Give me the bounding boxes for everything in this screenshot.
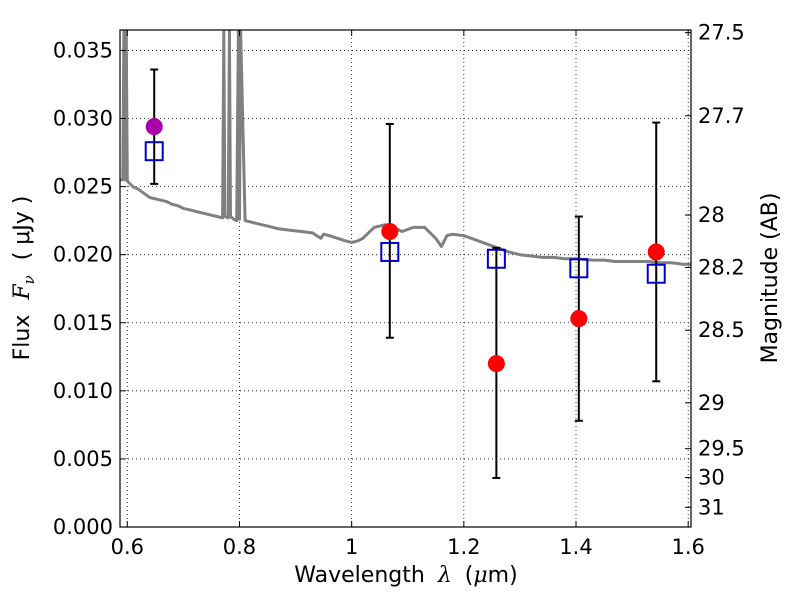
x-tick-label: 1.4 bbox=[559, 535, 592, 559]
observed-point bbox=[145, 118, 163, 136]
plot-frame bbox=[119, 29, 692, 528]
y-axis-title: Flux Fν ( μJy ) bbox=[10, 196, 40, 361]
x-axis-title: Wavelength λ (μm) bbox=[294, 563, 517, 588]
y-tick-label: 0.035 bbox=[53, 38, 113, 62]
y2-tick-label: 28.2 bbox=[698, 256, 745, 280]
y2-tick-label: 27.7 bbox=[698, 104, 745, 128]
y-tick-label: 0.020 bbox=[53, 243, 113, 267]
spectrum-line bbox=[120, 30, 691, 266]
x-tick-label: 1 bbox=[345, 535, 358, 559]
y2-tick-label: 27.5 bbox=[698, 21, 745, 45]
y2-tick-label: 29.5 bbox=[698, 437, 745, 461]
y-tick-label: 0.015 bbox=[53, 311, 113, 335]
y-tick-label: 0.030 bbox=[53, 107, 113, 131]
y-tick-label: 0.005 bbox=[53, 447, 113, 471]
model-point bbox=[380, 241, 400, 262]
x-tick-label: 1.6 bbox=[671, 535, 704, 559]
model-spectrum bbox=[120, 30, 691, 266]
y-tick-label: 0.025 bbox=[53, 175, 113, 199]
y2-tick-label: 30 bbox=[698, 466, 725, 490]
x-tick-label: 0.8 bbox=[223, 535, 256, 559]
y2-tick-label: 29 bbox=[698, 391, 725, 415]
y2-tick-labels: 27.5 27.7 28 28.2 28.5 29 29.5 30 31 bbox=[698, 21, 745, 520]
observed-points bbox=[145, 118, 665, 373]
y2-tick-label: 28.5 bbox=[698, 318, 745, 342]
observed-point bbox=[381, 223, 399, 241]
y-tick-label: 0.010 bbox=[53, 379, 113, 403]
model-points bbox=[144, 141, 666, 284]
model-point bbox=[144, 141, 164, 162]
y-tick-labels: 0.000 0.005 0.010 0.015 0.020 0.025 0.030 0.035 bbox=[53, 38, 113, 539]
model-point bbox=[646, 263, 666, 284]
y2-tick-label: 28 bbox=[698, 203, 725, 227]
x-tick-label: 0.6 bbox=[111, 535, 144, 559]
x-tick-label: 1.2 bbox=[447, 535, 480, 559]
y2-axis-title: Magnitude (AB) bbox=[758, 193, 783, 364]
observed-point bbox=[487, 355, 505, 373]
y-tick-label: 0.000 bbox=[53, 515, 113, 539]
observed-point bbox=[647, 243, 665, 261]
x-tick-labels: 0.6 0.8 1 1.2 1.4 1.6 bbox=[111, 535, 705, 559]
model-point bbox=[486, 248, 506, 269]
y2-tick-label: 31 bbox=[698, 495, 725, 519]
model-point bbox=[569, 258, 589, 279]
axis-ticks bbox=[120, 30, 691, 528]
observed-point bbox=[570, 310, 588, 328]
grid-lines bbox=[120, 30, 691, 528]
